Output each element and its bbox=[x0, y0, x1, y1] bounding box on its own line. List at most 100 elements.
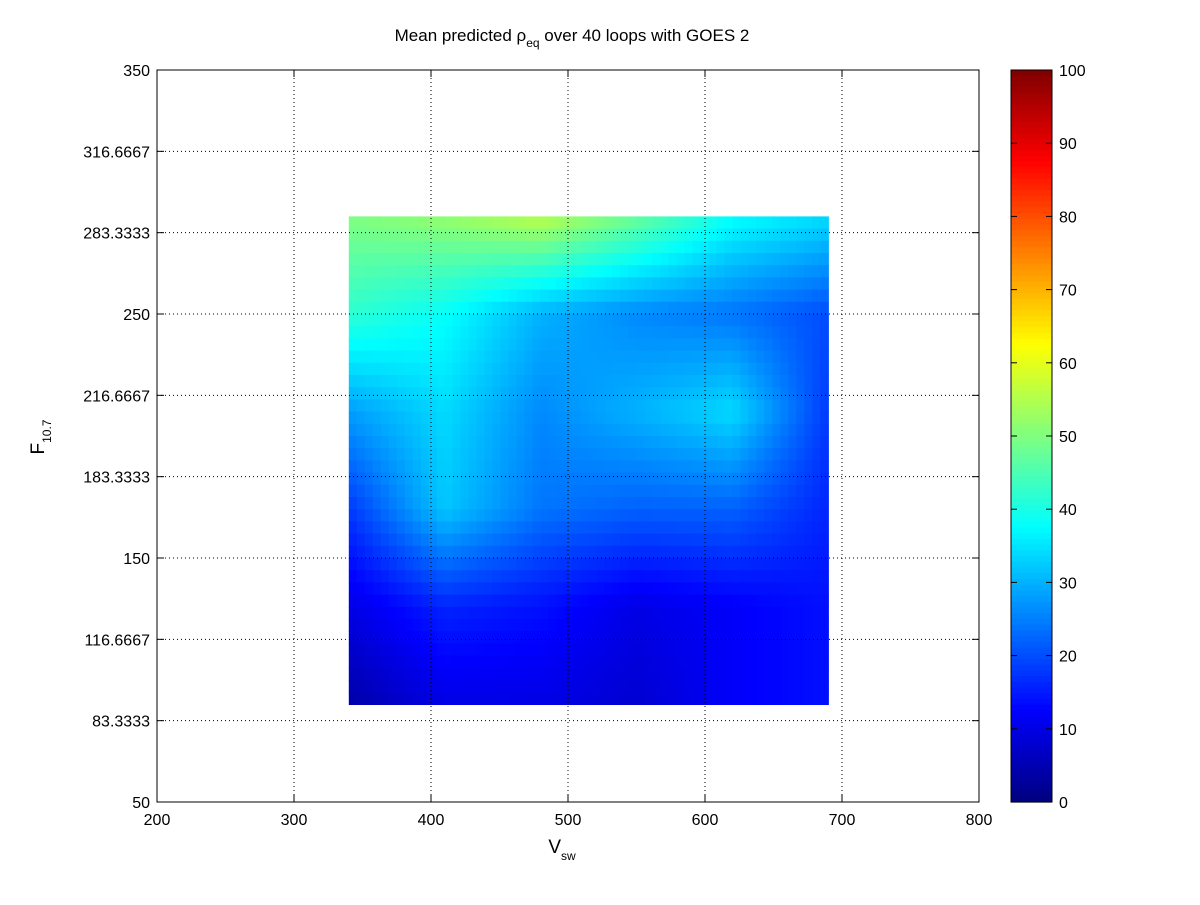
heatmap-cell bbox=[796, 277, 805, 291]
heatmap-cell bbox=[516, 277, 526, 291]
heatmap-cell bbox=[788, 533, 797, 547]
heatmap-cell bbox=[588, 326, 598, 339]
colorbar-strip bbox=[1011, 447, 1052, 454]
heatmap-cell bbox=[516, 228, 526, 242]
heatmap-cell bbox=[516, 240, 526, 254]
heatmap-cell bbox=[644, 277, 654, 291]
heatmap-cell bbox=[572, 606, 582, 620]
heatmap-cell bbox=[716, 619, 726, 632]
heatmap-cell bbox=[756, 240, 765, 254]
heatmap-cell bbox=[564, 545, 574, 559]
heatmap-cell bbox=[820, 631, 829, 644]
heatmap-cell bbox=[500, 631, 510, 644]
colorbar-strip bbox=[1011, 544, 1052, 551]
heatmap-cell bbox=[708, 240, 718, 254]
heatmap-cell bbox=[772, 338, 781, 352]
heatmap-cell bbox=[508, 216, 518, 230]
heatmap-cell bbox=[516, 301, 526, 315]
heatmap-cell bbox=[604, 619, 614, 632]
heatmap-cell bbox=[564, 667, 574, 681]
heatmap-cell bbox=[348, 594, 358, 608]
heatmap-cell bbox=[596, 228, 606, 242]
heatmap-cell bbox=[628, 387, 638, 400]
heatmap-cell bbox=[716, 216, 726, 230]
heatmap-cell bbox=[396, 277, 406, 291]
heatmap-cell bbox=[692, 301, 702, 315]
heatmap-cell bbox=[452, 594, 462, 608]
heatmap-cell bbox=[580, 436, 590, 449]
heatmap-cell bbox=[500, 265, 510, 278]
heatmap-cell bbox=[516, 521, 526, 535]
heatmap-cell bbox=[388, 301, 398, 315]
heatmap-cell bbox=[588, 472, 598, 486]
heatmap-cell bbox=[420, 289, 430, 303]
heatmap-cell bbox=[660, 436, 670, 449]
heatmap-cell bbox=[564, 521, 574, 535]
colorbar-strip bbox=[1011, 270, 1052, 277]
heatmap-cell bbox=[564, 631, 574, 644]
heatmap-cell bbox=[508, 594, 518, 608]
heatmap-cell bbox=[780, 301, 789, 315]
heatmap-cell bbox=[724, 655, 733, 669]
heatmap-cell bbox=[708, 253, 718, 266]
heatmap-cell bbox=[364, 667, 374, 681]
heatmap-cell bbox=[556, 680, 566, 693]
heatmap-cell bbox=[788, 484, 797, 498]
heatmap-cell bbox=[772, 680, 781, 693]
heatmap-cell bbox=[388, 631, 398, 644]
heatmap-cell bbox=[604, 411, 614, 425]
heatmap-cell bbox=[780, 643, 789, 657]
heatmap-cell bbox=[748, 680, 757, 693]
heatmap-cell bbox=[780, 594, 789, 608]
heatmap-cell bbox=[636, 606, 646, 620]
heatmap-cell bbox=[756, 277, 765, 291]
heatmap-cell bbox=[740, 362, 749, 376]
heatmap-cell bbox=[556, 521, 566, 535]
heatmap-cell bbox=[652, 570, 662, 583]
heatmap-cell bbox=[788, 558, 797, 571]
heatmap-cell bbox=[508, 570, 518, 583]
heatmap-cell bbox=[420, 570, 430, 583]
heatmap-cell bbox=[668, 484, 678, 498]
heatmap-cell bbox=[388, 533, 398, 547]
heatmap-cell bbox=[612, 301, 622, 315]
heatmap-cell bbox=[524, 265, 534, 278]
heatmap-cell bbox=[580, 594, 590, 608]
heatmap-cell bbox=[516, 692, 526, 705]
heatmap-cell bbox=[668, 606, 678, 620]
heatmap-cell bbox=[548, 216, 558, 230]
heatmap-cell bbox=[380, 289, 390, 303]
heatmap-cell bbox=[484, 680, 494, 693]
heatmap-cell bbox=[668, 362, 678, 376]
heatmap-cell bbox=[748, 484, 757, 498]
heatmap-cell bbox=[644, 484, 654, 498]
heatmap-cell bbox=[628, 253, 638, 266]
heatmap-cell bbox=[404, 399, 414, 413]
colorbar-strip bbox=[1011, 287, 1052, 294]
heatmap-cell bbox=[556, 594, 566, 608]
heatmap-cell bbox=[716, 545, 726, 559]
heatmap-cell bbox=[660, 497, 670, 510]
heatmap-cell bbox=[636, 216, 646, 230]
heatmap-cell bbox=[676, 240, 686, 254]
heatmap-cell bbox=[740, 497, 749, 510]
colorbar-strip bbox=[1011, 538, 1052, 546]
heatmap-cell bbox=[348, 216, 358, 230]
heatmap-cell bbox=[596, 240, 606, 254]
heatmap-cell bbox=[356, 643, 366, 657]
heatmap-cell bbox=[556, 472, 566, 486]
heatmap-cell bbox=[572, 301, 582, 315]
heatmap-cell bbox=[372, 680, 382, 693]
heatmap-cell bbox=[820, 606, 829, 620]
heatmap-cell bbox=[588, 375, 598, 388]
heatmap-cell bbox=[652, 631, 662, 644]
heatmap-cell bbox=[756, 289, 765, 303]
heatmap-cell bbox=[780, 472, 789, 486]
heatmap-cell bbox=[820, 436, 829, 449]
colorbar-strip bbox=[1011, 607, 1052, 614]
heatmap-cell bbox=[452, 289, 462, 303]
heatmap-cell bbox=[412, 411, 422, 425]
chart-title-subscript: eq bbox=[526, 36, 539, 50]
